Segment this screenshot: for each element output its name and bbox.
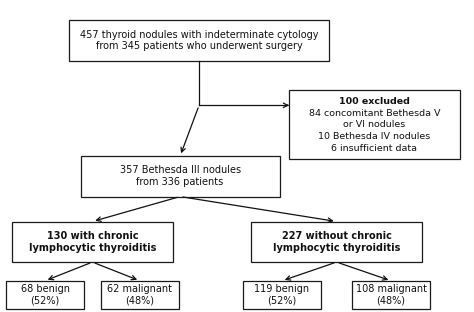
- Text: 68 benign
(52%): 68 benign (52%): [20, 284, 70, 306]
- Text: 6 insufficient data: 6 insufficient data: [331, 144, 418, 153]
- FancyBboxPatch shape: [100, 281, 179, 309]
- Text: 119 benign
(52%): 119 benign (52%): [255, 284, 310, 306]
- Text: 62 malignant
(48%): 62 malignant (48%): [107, 284, 173, 306]
- FancyBboxPatch shape: [243, 281, 321, 309]
- Text: 130 with chronic
lymphocytic thyroiditis: 130 with chronic lymphocytic thyroiditis: [29, 231, 156, 253]
- FancyBboxPatch shape: [81, 156, 280, 197]
- Text: or VI nodules: or VI nodules: [343, 120, 406, 129]
- FancyBboxPatch shape: [12, 222, 173, 262]
- Text: 10 Bethesda IV nodules: 10 Bethesda IV nodules: [319, 132, 430, 141]
- FancyBboxPatch shape: [251, 222, 422, 262]
- FancyBboxPatch shape: [69, 20, 329, 61]
- Text: 227 without chronic
lymphocytic thyroiditis: 227 without chronic lymphocytic thyroidi…: [273, 231, 400, 253]
- Text: 84 concomitant Bethesda V: 84 concomitant Bethesda V: [309, 109, 440, 118]
- Text: 108 malignant
(48%): 108 malignant (48%): [356, 284, 427, 306]
- Text: 457 thyroid nodules with indeterminate cytology
from 345 patients who underwent : 457 thyroid nodules with indeterminate c…: [80, 30, 319, 51]
- Text: 357 Bethesda III nodules
from 336 patients: 357 Bethesda III nodules from 336 patien…: [119, 165, 241, 187]
- FancyBboxPatch shape: [352, 281, 430, 309]
- Text: 100 excluded: 100 excluded: [339, 97, 410, 106]
- FancyBboxPatch shape: [6, 281, 84, 309]
- FancyBboxPatch shape: [289, 90, 460, 159]
